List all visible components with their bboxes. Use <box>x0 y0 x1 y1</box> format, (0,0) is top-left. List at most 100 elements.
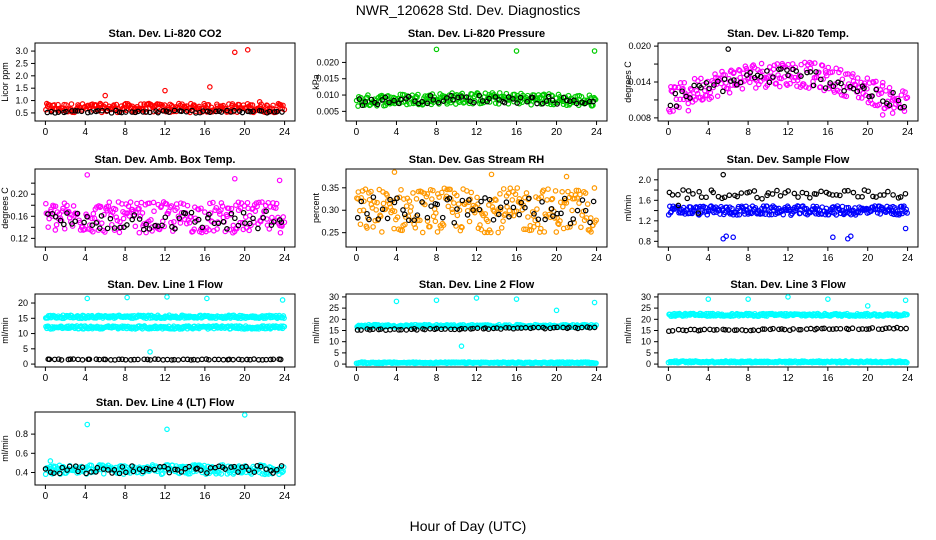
y-tick-label: 0.8 <box>15 429 28 439</box>
series-2 <box>356 92 596 109</box>
data-point <box>358 198 365 205</box>
data-point <box>883 88 889 94</box>
data-point <box>865 188 871 195</box>
data-point <box>698 194 705 200</box>
data-point <box>130 468 137 475</box>
data-point <box>591 324 598 331</box>
panel-title: Stan. Dev. Line 2 Flow <box>419 279 535 291</box>
data-point <box>714 326 720 333</box>
data-point <box>560 94 567 101</box>
data-point <box>541 91 547 98</box>
outlier-point <box>84 295 91 302</box>
y-tick-label: 1.6 <box>638 195 651 205</box>
data-point <box>270 356 277 363</box>
data-point <box>406 101 413 107</box>
series-2 <box>667 46 908 111</box>
data-point <box>731 69 737 76</box>
data-point <box>102 229 108 235</box>
data-point <box>135 356 141 363</box>
outlier-point <box>723 233 730 239</box>
data-point <box>99 107 105 114</box>
data-point <box>550 213 556 219</box>
data-point <box>402 98 409 105</box>
data-point <box>280 214 287 220</box>
data-point <box>891 325 897 332</box>
data-point <box>478 226 485 233</box>
data-point <box>279 109 285 115</box>
x-tick-label: 0 <box>43 491 49 502</box>
x-tick-label: 16 <box>511 253 523 264</box>
data-point <box>51 470 57 476</box>
x-tick-label: 12 <box>159 127 171 138</box>
data-point <box>371 199 378 205</box>
y-tick-label: 20 <box>641 314 651 324</box>
data-point <box>226 226 233 233</box>
x-tick-label: 0 <box>666 253 672 264</box>
x-tick-label: 24 <box>279 491 291 502</box>
data-point <box>766 211 772 218</box>
data-point <box>370 326 376 333</box>
data-point <box>206 356 212 363</box>
data-point <box>401 211 408 218</box>
x-tick-label: 20 <box>239 491 251 502</box>
data-point <box>535 216 542 223</box>
data-point <box>244 356 250 363</box>
data-point <box>143 109 150 115</box>
data-point <box>412 224 419 231</box>
data-point <box>413 196 420 202</box>
outlier-point <box>720 171 727 178</box>
data-point <box>904 210 910 216</box>
data-point <box>373 207 379 213</box>
data-point <box>206 211 212 218</box>
y-tick-label: 0 <box>646 359 651 369</box>
data-point <box>778 326 785 332</box>
data-point <box>534 100 540 107</box>
data-point <box>854 75 861 81</box>
data-point <box>816 69 822 76</box>
data-point <box>734 193 741 200</box>
x-tick-label: 24 <box>279 373 291 384</box>
x-tick-label: 8 <box>434 373 440 384</box>
data-point <box>579 99 585 106</box>
data-point <box>83 470 89 477</box>
data-point <box>566 324 572 331</box>
data-point <box>813 210 819 217</box>
data-point <box>841 188 848 194</box>
y-tick-label: 0.008 <box>628 113 651 123</box>
data-point <box>864 85 870 92</box>
series-2 <box>43 323 288 355</box>
data-point <box>813 69 819 75</box>
x-tick-label: 4 <box>394 127 400 138</box>
data-point <box>715 78 721 85</box>
data-point <box>817 84 824 90</box>
data-point <box>890 192 896 198</box>
data-point <box>576 200 582 206</box>
y-tick-label: 15 <box>641 326 651 336</box>
data-point <box>120 215 127 222</box>
series-1 <box>354 295 600 349</box>
data-point <box>767 326 774 333</box>
data-point <box>866 93 872 100</box>
data-point <box>116 229 123 236</box>
data-point <box>507 185 514 191</box>
data-point <box>521 226 527 233</box>
data-point <box>837 66 844 73</box>
data-point <box>160 108 166 114</box>
data-point <box>419 199 425 205</box>
data-point <box>384 215 391 222</box>
data-point <box>808 60 815 67</box>
data-point <box>391 97 397 104</box>
data-point <box>178 469 185 475</box>
data-point <box>746 189 753 195</box>
x-tick-label: 12 <box>471 253 483 264</box>
data-point <box>512 191 519 198</box>
data-point <box>896 210 903 217</box>
data-point <box>63 108 69 115</box>
data-point <box>578 93 585 100</box>
data-point <box>733 81 740 88</box>
data-point <box>111 467 118 473</box>
data-point <box>797 210 804 216</box>
data-point <box>458 94 465 100</box>
data-point <box>667 102 674 109</box>
outlier-point <box>825 296 831 302</box>
